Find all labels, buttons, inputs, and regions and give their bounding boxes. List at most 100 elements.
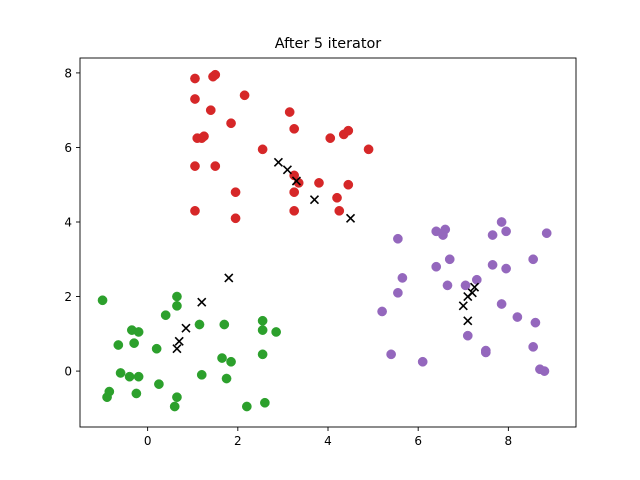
data-point <box>487 260 498 270</box>
data-point <box>397 273 408 283</box>
centroid-marker <box>463 291 473 302</box>
data-point <box>199 131 209 142</box>
data-point <box>332 192 342 203</box>
data-point <box>124 371 135 382</box>
data-point <box>480 345 491 356</box>
data-point <box>210 69 221 80</box>
x-tick-label: 0 <box>144 434 152 448</box>
data-point <box>471 274 482 285</box>
centroid-stroke <box>224 273 234 283</box>
data-point <box>501 226 511 237</box>
centroid-marker <box>463 316 473 326</box>
centroid-stroke <box>463 291 473 302</box>
data-point <box>131 388 142 399</box>
data-point <box>133 371 144 382</box>
data-point <box>541 228 552 239</box>
data-point <box>239 90 250 101</box>
chart-title: After 5 iterator <box>275 36 382 52</box>
data-point <box>210 161 221 171</box>
x-tick-label: 8 <box>505 434 513 448</box>
data-point <box>257 325 268 335</box>
data-point <box>496 217 507 227</box>
data-point <box>172 301 182 311</box>
data-point <box>172 392 182 403</box>
centroid-stroke <box>197 297 207 307</box>
data-point <box>217 353 227 363</box>
centroid-stroke <box>309 195 320 205</box>
centroid-marker <box>174 336 184 346</box>
data-point <box>154 379 164 389</box>
centroid-marker <box>282 165 292 175</box>
data-point <box>226 118 236 129</box>
data-point <box>194 319 205 330</box>
data-points <box>97 69 552 412</box>
centroid-marker <box>197 297 207 307</box>
plot-background <box>80 58 576 427</box>
centroid-stroke <box>181 323 191 333</box>
x-tick-label: 4 <box>324 434 332 448</box>
data-point <box>271 327 281 337</box>
data-point <box>205 105 216 116</box>
centroid-stroke <box>273 157 283 167</box>
data-point <box>528 342 539 352</box>
plot-area <box>80 58 576 427</box>
data-point <box>172 291 182 302</box>
centroid-marker <box>181 323 191 333</box>
centroid-stroke <box>345 213 356 223</box>
data-point <box>221 373 232 384</box>
data-point <box>528 254 539 265</box>
data-point <box>289 205 300 216</box>
data-point <box>440 224 451 235</box>
data-point <box>129 338 139 348</box>
data-point <box>377 306 387 317</box>
data-point <box>444 254 455 265</box>
centroid-marker <box>469 282 480 292</box>
data-point <box>512 312 523 322</box>
data-point <box>284 107 295 117</box>
data-point <box>289 123 300 134</box>
y-tick-label: 6 <box>64 141 72 155</box>
data-point <box>496 299 507 309</box>
centroid-marker <box>345 213 356 223</box>
y-tick-label: 8 <box>64 66 72 80</box>
centroid-stroke <box>458 301 468 311</box>
centroid-marker <box>273 157 283 167</box>
data-point <box>226 356 236 367</box>
centroid-stroke <box>291 176 302 186</box>
centroid-marker <box>291 176 302 186</box>
data-point <box>289 170 300 181</box>
data-point <box>487 230 498 240</box>
data-point <box>160 310 171 321</box>
data-point <box>241 401 252 412</box>
y-tick-label: 0 <box>64 365 72 379</box>
data-point <box>386 349 396 360</box>
data-point <box>325 133 336 143</box>
data-point <box>257 315 268 326</box>
data-point <box>334 205 345 216</box>
data-point <box>417 356 428 367</box>
data-point <box>530 317 541 328</box>
centroid-marker <box>309 195 320 205</box>
data-point <box>219 319 230 330</box>
data-point <box>460 280 471 291</box>
data-point <box>97 295 108 306</box>
centroid-stroke <box>172 344 182 354</box>
data-point <box>343 125 354 136</box>
data-point <box>113 340 124 350</box>
data-point <box>196 369 207 380</box>
x-tick-label: 2 <box>234 434 242 448</box>
centroid-stroke <box>282 165 292 175</box>
y-tick-label: 2 <box>64 290 72 304</box>
data-point <box>115 368 126 378</box>
data-point <box>442 280 453 291</box>
centroid-marker <box>224 273 234 283</box>
data-point <box>431 261 442 272</box>
axes: 0 2 4 6 8 0 2 4 6 8 <box>64 57 577 448</box>
data-point <box>393 233 403 244</box>
data-point <box>539 366 550 376</box>
data-point <box>462 330 473 341</box>
data-point <box>314 178 324 188</box>
data-point <box>230 187 241 198</box>
centroid-stroke <box>174 336 184 346</box>
